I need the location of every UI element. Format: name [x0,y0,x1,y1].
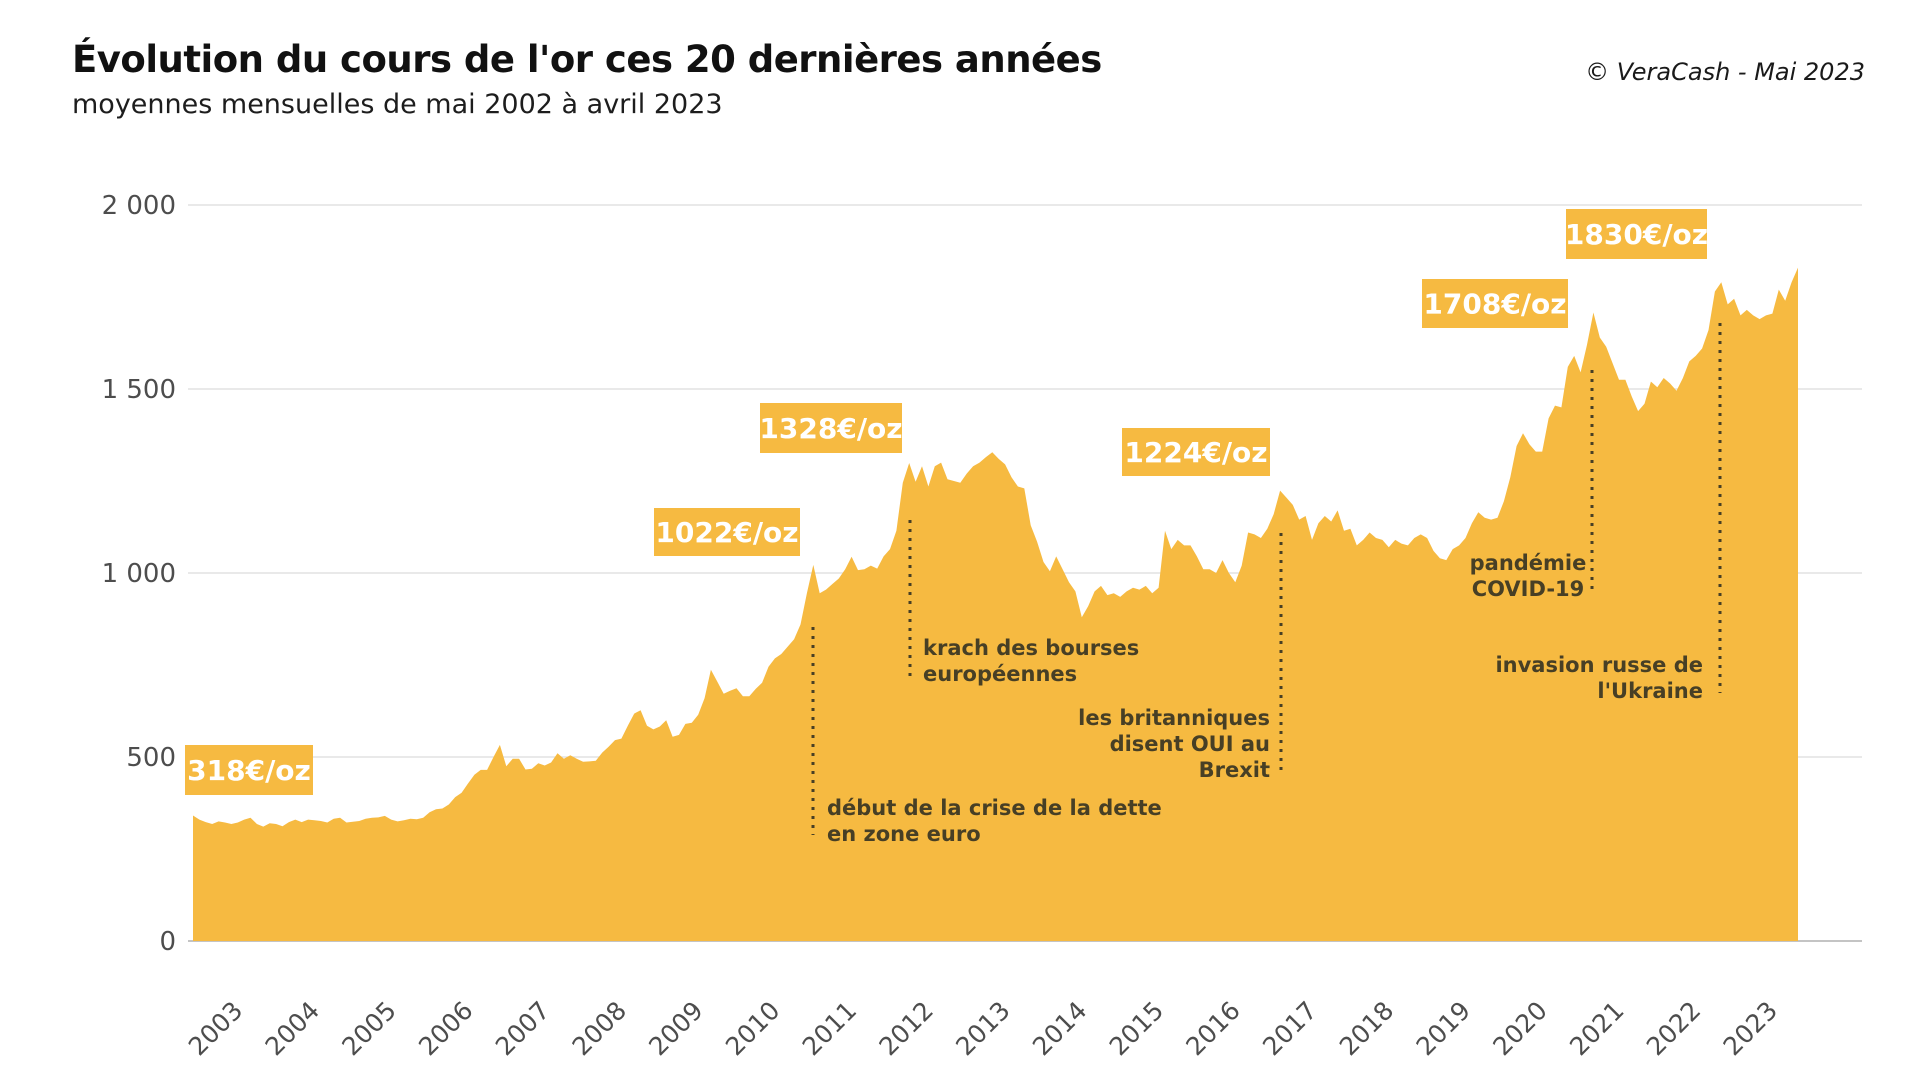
x-tick-label: 2003 [183,996,248,1061]
x-tick-label: 2010 [720,996,785,1061]
x-tick-label: 2022 [1641,996,1706,1061]
price-badge-label: 318€/oz [187,754,311,787]
event-label-brexit: les britanniques [1078,706,1270,730]
event-label-ukraine: l'Ukraine [1597,679,1703,703]
price-badge-label: 1830€/oz [1565,218,1708,251]
x-tick-label: 2008 [567,996,632,1061]
x-tick-label: 2013 [950,996,1015,1061]
y-tick-label: 500 [126,743,176,773]
x-tick-label: 2020 [1487,996,1552,1061]
x-tick-label: 2014 [1027,996,1092,1061]
price-badge [1566,209,1707,259]
y-tick-label: 1 000 [102,559,176,589]
event-label-crise-dette: début de la crise de la dette [827,796,1162,820]
price-badge-label: 1328€/oz [759,412,902,445]
price-badge-label: 1224€/oz [1124,436,1267,469]
x-tick-label: 2023 [1718,996,1783,1061]
x-tick-label: 2005 [336,996,401,1061]
y-tick-label: 2 000 [102,191,176,221]
x-tick-label: 2009 [643,996,708,1061]
page-subtitle: moyennes mensuelles de mai 2002 à avril … [72,89,723,120]
price-badge [1422,279,1568,328]
x-tick-label: 2011 [797,996,862,1061]
event-label-brexit: Brexit [1199,758,1270,782]
event-label-krach-bourses: krach des bourses [923,636,1139,660]
x-tick-label: 2004 [260,996,325,1061]
x-tick-label: 2016 [1180,996,1245,1061]
x-tick-label: 2017 [1257,996,1322,1061]
copyright-note: © VeraCash - Mai 2023 [1585,58,1865,86]
event-label-brexit: disent OUI au [1110,732,1270,756]
price-badge-label: 1708€/oz [1423,288,1566,321]
x-tick-label: 2018 [1334,996,1399,1061]
event-label-ukraine: invasion russe de [1495,653,1703,677]
y-tick-label: 1 500 [102,375,176,405]
page-title: Évolution du cours de l'or ces 20 derniè… [72,38,1102,81]
event-label-covid: COVID-19 [1472,577,1585,601]
event-label-crise-dette: en zone euro [827,822,981,846]
y-tick-label: 0 [159,927,176,957]
event-label-krach-bourses: européennes [923,662,1077,686]
x-tick-label: 2007 [490,996,555,1061]
x-tick-label: 2006 [413,996,478,1061]
price-badge [760,403,902,453]
chart-header: Évolution du cours de l'or ces 20 derniè… [72,38,1102,120]
event-label-covid: pandémie [1470,551,1587,575]
x-tick-label: 2019 [1411,996,1476,1061]
price-badge [185,745,313,795]
price-badge [1122,428,1270,476]
x-tick-label: 2015 [1104,996,1169,1061]
x-tick-label: 2012 [873,996,938,1061]
price-badge-label: 1022€/oz [655,516,798,549]
x-tick-label: 2021 [1564,996,1629,1061]
gold-price-area [193,267,1798,942]
price-badge [654,508,800,556]
